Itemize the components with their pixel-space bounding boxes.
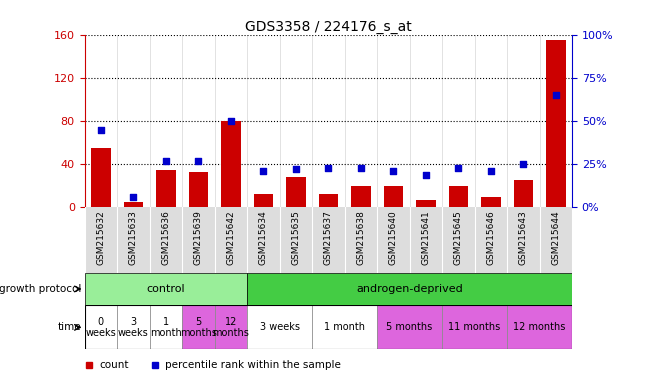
Point <box>518 161 528 167</box>
Text: 5
months: 5 months <box>180 316 216 338</box>
Bar <box>254 194 273 207</box>
Text: 12
months: 12 months <box>213 316 249 338</box>
Text: GSM215645: GSM215645 <box>454 210 463 265</box>
Bar <box>448 186 468 207</box>
Text: 3 weeks: 3 weeks <box>259 322 300 333</box>
Text: time: time <box>58 322 81 333</box>
Text: GSM215634: GSM215634 <box>259 210 268 265</box>
Bar <box>416 200 436 207</box>
Text: 3
weeks: 3 weeks <box>118 316 149 338</box>
Bar <box>84 273 247 305</box>
Text: GSM215633: GSM215633 <box>129 210 138 265</box>
Bar <box>182 305 215 349</box>
Text: androgen-deprived: androgen-deprived <box>356 284 463 294</box>
Text: control: control <box>146 284 185 294</box>
Bar <box>221 121 240 207</box>
Text: GSM215644: GSM215644 <box>551 210 560 265</box>
Bar <box>507 305 572 349</box>
Text: GSM215632: GSM215632 <box>96 210 105 265</box>
Point <box>96 127 106 133</box>
Point <box>226 118 236 124</box>
Text: count: count <box>99 360 129 370</box>
Bar <box>442 305 507 349</box>
Bar <box>214 305 247 349</box>
Text: GSM215637: GSM215637 <box>324 210 333 265</box>
Point <box>486 168 496 174</box>
Text: GSM215635: GSM215635 <box>291 210 300 265</box>
Bar <box>377 305 442 349</box>
Text: GSM215636: GSM215636 <box>161 210 170 265</box>
Point <box>421 171 431 177</box>
Text: GSM215643: GSM215643 <box>519 210 528 265</box>
Text: GSM215639: GSM215639 <box>194 210 203 265</box>
Bar <box>247 273 572 305</box>
Point <box>356 164 366 170</box>
Title: GDS3358 / 224176_s_at: GDS3358 / 224176_s_at <box>245 20 411 33</box>
Text: percentile rank within the sample: percentile rank within the sample <box>165 360 341 370</box>
Point <box>193 157 203 164</box>
Bar <box>384 186 403 207</box>
Text: 5 months: 5 months <box>386 322 433 333</box>
Bar <box>481 197 500 207</box>
Bar <box>91 148 111 207</box>
Point <box>453 164 463 170</box>
Bar <box>124 202 143 207</box>
Point <box>161 157 171 164</box>
Bar <box>514 180 533 207</box>
Bar <box>188 172 208 207</box>
Text: GSM215641: GSM215641 <box>421 210 430 265</box>
Bar <box>247 305 312 349</box>
Bar <box>318 194 338 207</box>
Text: 11 months: 11 months <box>448 322 500 333</box>
Bar <box>312 305 377 349</box>
Text: GSM215646: GSM215646 <box>486 210 495 265</box>
Text: 12 months: 12 months <box>514 322 566 333</box>
Point <box>291 166 301 172</box>
Bar <box>351 186 370 207</box>
Text: GSM215640: GSM215640 <box>389 210 398 265</box>
Text: GSM215642: GSM215642 <box>226 210 235 265</box>
Bar <box>286 177 306 207</box>
Bar <box>150 305 182 349</box>
Text: 0
weeks: 0 weeks <box>85 316 116 338</box>
Point <box>551 92 561 98</box>
Text: GSM215638: GSM215638 <box>356 210 365 265</box>
Point <box>388 168 398 174</box>
Bar <box>84 305 117 349</box>
Bar <box>156 170 176 207</box>
Point <box>128 194 138 200</box>
Text: growth protocol: growth protocol <box>0 284 81 294</box>
Text: 1
month: 1 month <box>150 316 181 338</box>
Point <box>323 164 333 170</box>
Text: 1 month: 1 month <box>324 322 365 333</box>
Point <box>258 168 268 174</box>
Bar <box>117 305 150 349</box>
Bar <box>546 40 566 207</box>
